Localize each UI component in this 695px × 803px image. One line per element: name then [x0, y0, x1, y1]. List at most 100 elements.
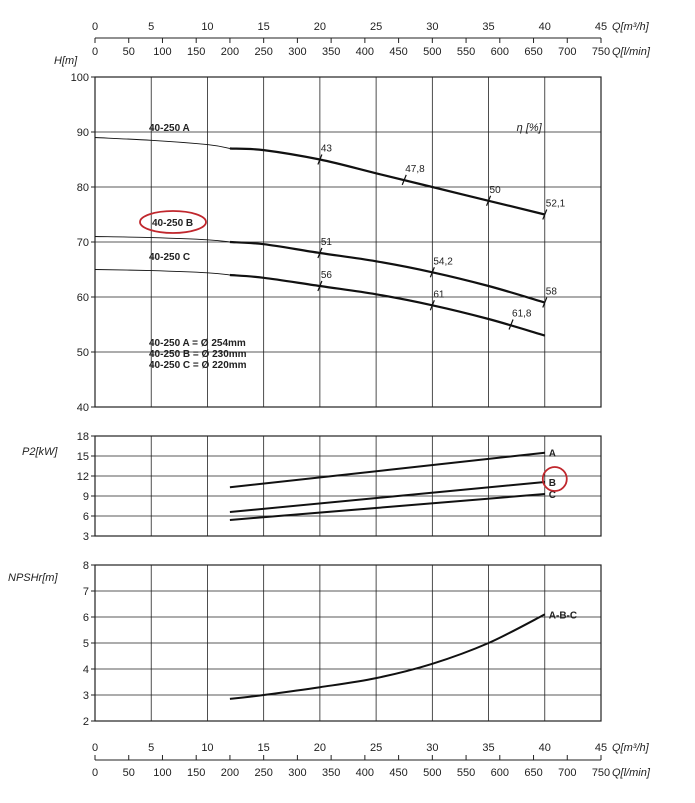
power-series: [229, 451, 545, 489]
highlight-circle-b: [541, 466, 568, 492]
q-m3h-tick-label: 35: [482, 21, 494, 33]
q-lmin-tick-label: 250: [254, 46, 272, 58]
efficiency-mark: [508, 319, 514, 330]
q-m3h-tick-label: 20: [314, 21, 326, 33]
q-lmin-tick-label: 300: [288, 767, 306, 779]
efficiency-label: 58: [546, 287, 558, 298]
npsh-ylabel: NPSHr[m]: [8, 572, 58, 584]
head-series-thin: [94, 137, 230, 149]
npsh-ytick-label: 4: [83, 664, 89, 676]
power-frame: [94, 435, 602, 537]
q-m3h-axis-title: Q[m³/h]: [612, 21, 650, 33]
q-lmin-tick-label: 200: [221, 767, 239, 779]
efficiency-mark: [542, 209, 548, 220]
q-lmin-tick-label: 0: [92, 46, 98, 58]
q-lmin-tick-label: 100: [153, 767, 171, 779]
efficiency-label: 56: [321, 270, 333, 281]
head-ytick-label: 100: [71, 72, 89, 84]
q-lmin-tick-label: 650: [524, 767, 542, 779]
power-ylabel: P2[kW]: [22, 446, 58, 458]
npsh-ytick-label: 5: [83, 638, 89, 650]
q-lmin-tick-label: 650: [524, 46, 542, 58]
head-series: [229, 147, 546, 216]
head-ylabel: H[m]: [54, 55, 78, 67]
power-ytick-label: 15: [77, 451, 89, 463]
q-m3h-tick-label: 25: [370, 21, 382, 33]
q-lmin-tick-label: 150: [187, 46, 205, 58]
q-lmin-axis-title: Q[l/min]: [612, 46, 651, 58]
q-lmin-tick-label: 400: [356, 46, 374, 58]
power-ytick-label: 9: [83, 491, 89, 503]
npsh-series: [229, 613, 546, 700]
q-m3h-tick-label: 45: [595, 21, 607, 33]
q-m3h-tick-label: 30: [426, 742, 438, 754]
q-lmin-tick-label: 300: [288, 46, 306, 58]
efficiency-title: η [%]: [517, 122, 543, 134]
label-40-250-b: 40-250 B: [152, 218, 193, 229]
power-ytick-label: 6: [83, 511, 89, 523]
efficiency-mark: [317, 154, 323, 165]
efficiency-label: 47,8: [405, 164, 425, 175]
npsh-frame: [94, 564, 602, 722]
q-m3h-tick-label: 5: [148, 742, 154, 754]
efficiency-label: 50: [490, 185, 502, 196]
q-lmin-tick-label: 450: [389, 767, 407, 779]
npsh-ytick-label: 6: [83, 612, 89, 624]
power-series-label: A: [549, 449, 556, 460]
q-lmin-tick-label: 700: [558, 46, 576, 58]
npsh-ytick-label: 2: [83, 716, 89, 728]
q-m3h-axis-title: Q[m³/h]: [612, 742, 650, 754]
head-ytick-label: 90: [77, 127, 89, 139]
npsh-series-label: A-B-C: [549, 610, 577, 621]
head-ytick-label: 60: [77, 292, 89, 304]
q-lmin-tick-label: 450: [389, 46, 407, 58]
q-m3h-tick-label: 10: [201, 21, 213, 33]
q-lmin-tick-label: 700: [558, 767, 576, 779]
efficiency-mark: [542, 297, 548, 308]
efficiency-label: 52,1: [546, 199, 566, 210]
power-ytick-label: 18: [77, 431, 89, 443]
head-series-thin: [94, 269, 230, 276]
q-lmin-tick-label: 750: [592, 46, 610, 58]
head-series-thin: [94, 236, 230, 243]
efficiency-label: 54,2: [433, 256, 453, 267]
q-lmin-tick-label: 550: [457, 46, 475, 58]
q-m3h-tick-label: 5: [148, 21, 154, 33]
power-ytick-label: 12: [77, 471, 89, 483]
q-m3h-tick-label: 20: [314, 742, 326, 754]
q-m3h-tick-label: 10: [201, 742, 213, 754]
npsh-ytick-label: 7: [83, 586, 89, 598]
efficiency-mark: [485, 195, 492, 206]
q-lmin-tick-label: 600: [491, 767, 509, 779]
efficiency-mark: [429, 267, 435, 278]
q-m3h-tick-label: 25: [370, 742, 382, 754]
q-lmin-tick-label: 200: [221, 46, 239, 58]
q-lmin-tick-label: 50: [123, 46, 135, 58]
q-lmin-tick-label: 150: [187, 767, 205, 779]
efficiency-label: 51: [321, 237, 333, 248]
q-m3h-tick-label: 40: [539, 742, 551, 754]
power-ytick-label: 3: [83, 531, 89, 543]
head-ytick-label: 50: [77, 347, 89, 359]
q-lmin-tick-label: 250: [254, 767, 272, 779]
q-m3h-tick-label: 35: [482, 742, 494, 754]
q-lmin-tick-label: 600: [491, 46, 509, 58]
head-series: [229, 240, 546, 304]
q-m3h-tick-label: 30: [426, 21, 438, 33]
efficiency-label: 61: [433, 289, 445, 300]
q-lmin-tick-label: 400: [356, 767, 374, 779]
label-40-250-c: 40-250 C: [149, 252, 190, 263]
head-frame: [94, 76, 602, 408]
power-series-label: B: [549, 478, 556, 489]
efficiency-mark: [317, 280, 323, 292]
head-ytick-label: 40: [77, 402, 89, 414]
q-lmin-tick-label: 750: [592, 767, 610, 779]
head-ytick-label: 70: [77, 237, 89, 249]
power-series: [229, 481, 545, 513]
head-series: [229, 273, 546, 337]
q-m3h-tick-label: 15: [258, 21, 270, 33]
q-m3h-tick-label: 40: [539, 21, 551, 33]
efficiency-mark: [317, 247, 323, 259]
q-m3h-tick-label: 0: [92, 742, 98, 754]
